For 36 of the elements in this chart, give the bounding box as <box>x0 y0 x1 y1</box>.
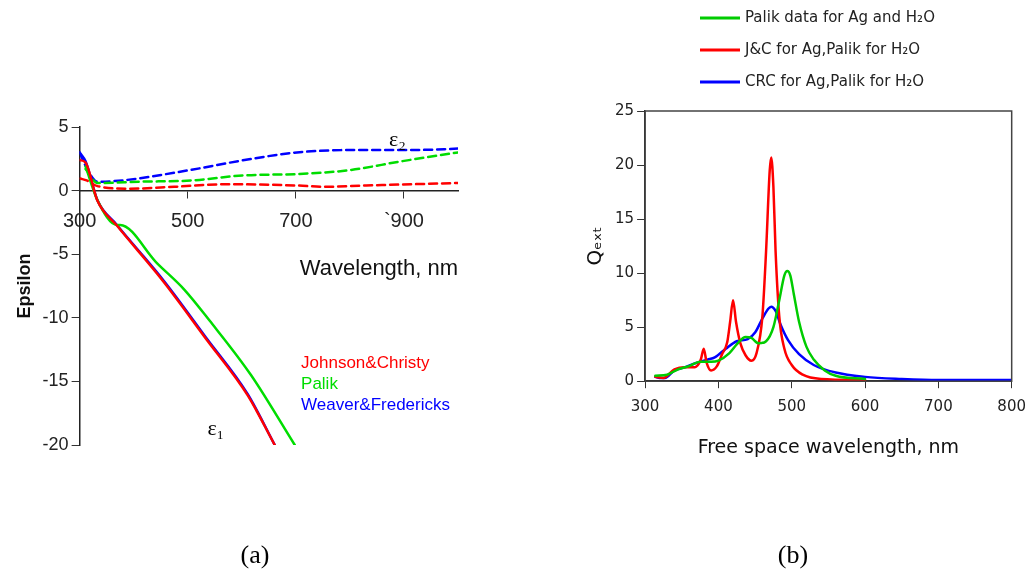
y-tick-label: 10 <box>614 263 635 282</box>
legend-label: J&C for Ag,Palik for H₂O <box>744 39 921 58</box>
y-tick-label: 15 <box>614 208 635 227</box>
text: Weaver&Fredericks <box>301 394 450 414</box>
y-tick-label: 25 <box>614 100 635 119</box>
y-tick-label: 5 <box>624 317 635 336</box>
y-tick-label: 20 <box>614 154 635 173</box>
x-tick-label: 500 <box>777 397 807 416</box>
y-tick-label: 5 <box>58 115 69 136</box>
legend-label: Palik data for Ag and H₂O <box>745 7 935 26</box>
x-tick-label: 700 <box>924 397 953 416</box>
annotation: ε₂ <box>389 125 406 151</box>
legend-label: CRC for Ag,Palik for H₂O <box>745 71 925 90</box>
y-tick-label: 0 <box>58 179 69 200</box>
x-tick-label: 800 <box>997 397 1027 416</box>
x-tick-label: 300 <box>630 397 660 416</box>
line-series <box>654 269 867 381</box>
x-axis-title: Free space wavelength, nm <box>697 434 960 457</box>
x-tick-label: 600 <box>850 397 880 416</box>
text: Johnson&Christy <box>301 352 431 372</box>
y-tick-label: 0 <box>624 371 635 390</box>
y-tick-label: -15 <box>42 370 69 391</box>
y-tick-label: -20 <box>42 433 69 454</box>
text: (b) <box>777 540 809 569</box>
x-axis-title: Wavelength, nm <box>299 254 458 280</box>
y-axis-title: Qₑₓₜ <box>582 226 607 266</box>
x-tick-label: 500 <box>171 209 205 232</box>
annotation: ε₁ <box>207 414 225 440</box>
y-axis-title: Epsilon <box>13 253 34 319</box>
text: (a) <box>240 540 270 569</box>
x-tick-label: 700 <box>279 209 313 232</box>
series-label: Palik <box>301 373 339 393</box>
y-tick-label: -10 <box>42 306 69 327</box>
x-tick-label: `900 <box>383 209 424 232</box>
x-tick-label: 400 <box>704 397 733 416</box>
y-tick-label: -5 <box>52 243 69 264</box>
